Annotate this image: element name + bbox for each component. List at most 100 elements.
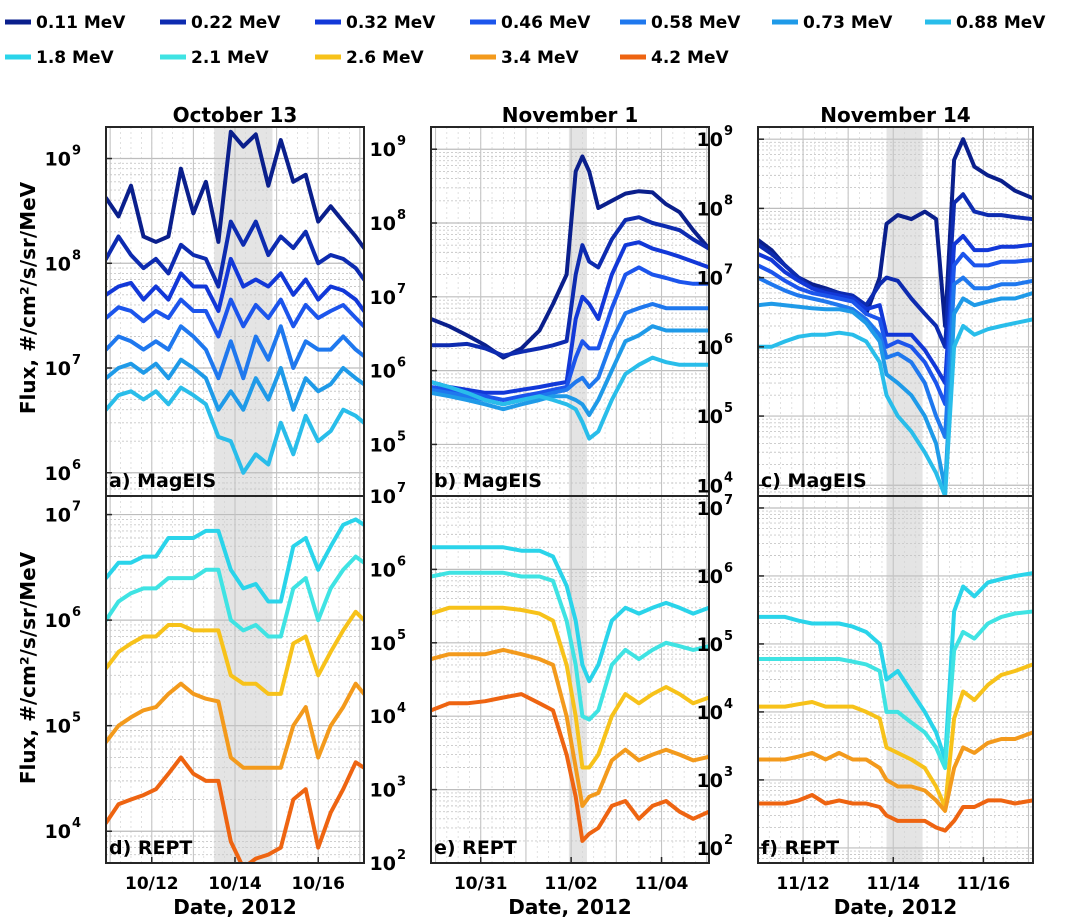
series-line (431, 647, 709, 808)
y-tick-label: 10 6 (370, 356, 407, 383)
y-tick-exponent: 8 (72, 248, 81, 263)
series-line (431, 215, 709, 358)
legend-label: 0.11 MeV (36, 13, 126, 33)
series-line (106, 385, 364, 475)
y-axis-label: Flux, #/cm²/s/sr/MeV (16, 181, 40, 414)
series-line (758, 571, 1033, 762)
y-tick-base: 10 (697, 337, 723, 359)
y-tick-base: 10 (697, 566, 723, 588)
legend-label: 0.32 MeV (346, 13, 436, 33)
y-tick-base: 10 (370, 434, 396, 456)
column-title: November 14 (820, 103, 970, 127)
legend-entry: 0.58 MeV (620, 13, 741, 33)
series-line (106, 324, 364, 381)
panel-label: a) MagEIS (109, 470, 216, 492)
legend-entry: 0.46 MeV (470, 13, 591, 33)
y-tick-exponent: 5 (72, 711, 81, 726)
legend-label: 4.2 MeV (651, 48, 729, 68)
series-line (106, 609, 364, 696)
y-axis-labels: Flux, #/cm²/s/sr/MeV Flux, #/cm²/s/sr/MeV (16, 181, 40, 784)
y-tick-label: 10 7 (370, 481, 407, 508)
axes-frame (757, 495, 1034, 864)
y-tick-base: 10 (697, 198, 723, 220)
y-tick-label: 10 4 (697, 697, 734, 724)
y-tick-base: 10 (45, 358, 71, 380)
y-tick-base: 10 (370, 287, 396, 309)
x-tick-label: 10/16 (291, 874, 345, 894)
series-line (758, 137, 1033, 328)
series-line (758, 251, 1033, 406)
y-tick-exponent: 7 (397, 282, 406, 297)
legend-entry: 4.2 MeV (620, 48, 729, 68)
y-tick-exponent: 5 (397, 429, 406, 444)
panel-label: d) REPT (109, 837, 192, 859)
y-tick-label: 10 2 (370, 848, 407, 875)
series-line (758, 609, 1033, 770)
y-tick-exponent: 4 (397, 701, 406, 716)
series-line (758, 317, 1033, 496)
y-tick-label: 10 4 (370, 701, 407, 728)
y-tick-exponent: 2 (397, 848, 406, 863)
series-line (106, 755, 364, 863)
legend-label: 1.8 MeV (36, 48, 114, 68)
x-axis-label: Date, 2012 (173, 895, 296, 919)
legend-entry: 3.4 MeV (470, 48, 579, 68)
y-tick-label: 10 9 (45, 144, 82, 171)
y-tick-base: 10 (697, 129, 723, 151)
legend-entry: 2.6 MeV (315, 48, 424, 68)
series-line (431, 324, 709, 417)
x-tick-label: 11/14 (866, 874, 920, 894)
legend-label: 0.46 MeV (501, 13, 591, 33)
y-tick-label: 10 8 (370, 208, 407, 235)
y-tick-base: 10 (45, 149, 71, 171)
y-tick-label: 10 9 (370, 134, 407, 161)
y-tick-label: 10 5 (697, 629, 734, 656)
x-tick-label: 10/12 (125, 874, 179, 894)
y-tick-base: 10 (370, 853, 396, 875)
x-tick-label: 11/04 (635, 874, 689, 894)
panel-label: f) REPT (761, 837, 839, 859)
y-tick-exponent: 4 (724, 697, 733, 712)
x-axis-label: Date, 2012 (834, 895, 957, 919)
x-tick-label: 10/14 (208, 874, 262, 894)
y-tick-exponent: 4 (72, 816, 81, 831)
series-line (106, 554, 364, 639)
y-tick-base: 10 (45, 253, 71, 275)
legend-entry: 0.22 MeV (160, 13, 281, 33)
column-title: October 13 (173, 103, 298, 127)
y-tick-base: 10 (370, 139, 396, 161)
y-tick-base: 10 (697, 498, 723, 520)
y-tick-exponent: 5 (724, 629, 733, 644)
series-line (106, 297, 364, 339)
y-tick-base: 10 (697, 406, 723, 428)
x-axis-label: Date, 2012 (508, 895, 631, 919)
y-tick-base: 10 (370, 486, 396, 508)
legend-label: 0.73 MeV (803, 13, 893, 33)
y-tick-label: 10 3 (370, 775, 407, 802)
y-tick-label: 10 7 (370, 282, 407, 309)
series-line (106, 681, 364, 770)
y-tick-label: 10 6 (697, 332, 734, 359)
y-tick-exponent: 3 (724, 765, 733, 780)
y-tick-label: 10 7 (45, 353, 82, 380)
legend-label: 2.1 MeV (191, 48, 269, 68)
y-tick-exponent: 8 (724, 193, 733, 208)
y-tick-exponent: 9 (72, 144, 81, 159)
series-line (758, 793, 1033, 833)
y-tick-base: 10 (370, 780, 396, 802)
y-tick-exponent: 6 (72, 458, 81, 473)
x-tick-label: 11/16 (957, 874, 1011, 894)
y-tick-label: 10 6 (45, 605, 82, 632)
y-tick-base: 10 (370, 213, 396, 235)
x-tick-label: 10/31 (454, 874, 508, 894)
y-tick-base: 10 (370, 559, 396, 581)
axes-frame (430, 495, 710, 864)
series-line (758, 291, 1033, 491)
series-line (106, 256, 364, 313)
y-tick-exponent: 2 (724, 833, 733, 848)
